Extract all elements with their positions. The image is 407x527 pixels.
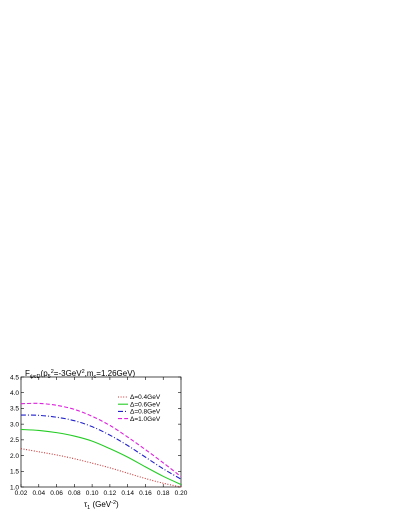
title-tail: =1.26GeV) bbox=[96, 369, 135, 378]
title-mid-sup: 2 bbox=[82, 369, 85, 375]
y-tick-label: 1.5 bbox=[10, 469, 19, 476]
series-line-3 bbox=[20, 402, 182, 478]
xlabel-base: τ bbox=[84, 500, 88, 509]
title-base: F bbox=[25, 369, 30, 378]
title-p-sup: 2 bbox=[51, 369, 54, 375]
y-tick-label: 3.0 bbox=[10, 421, 19, 428]
x-tick-label: 0.20 bbox=[175, 490, 188, 497]
x-axis-label: τ1 (GeV-2) bbox=[84, 500, 119, 511]
x-tick-label: 0.04 bbox=[32, 490, 45, 497]
y-tick-label: 2.0 bbox=[10, 453, 19, 460]
x-tick-label: 0.16 bbox=[139, 490, 152, 497]
title-comma: ,m bbox=[85, 369, 94, 378]
x-tick-label: 0.12 bbox=[104, 490, 117, 497]
axis-ticks: 0.02 0.04 0.06 0.08 0.10 0.12 0.14 0.16 0.18 0.20… bbox=[10, 374, 188, 497]
title-mid: =-3GeV bbox=[54, 369, 82, 378]
xlabel-sub: 1 bbox=[87, 505, 90, 511]
series-line-2 bbox=[20, 414, 182, 480]
x-tick-label: 0.02 bbox=[15, 490, 28, 497]
chart-title: FψcD(p52=-3GeV2,mc=1.26GeV) bbox=[25, 369, 136, 380]
y-tick-label: 4.5 bbox=[10, 374, 19, 381]
x-tick-label: 0.14 bbox=[121, 490, 134, 497]
x-tick-label: 0.08 bbox=[68, 490, 81, 497]
x-tick-label: 0.06 bbox=[50, 490, 63, 497]
x-tick-label: 0.10 bbox=[86, 490, 99, 497]
series-lines bbox=[20, 402, 182, 488]
plot-frame bbox=[20, 376, 182, 488]
xlabel-unit-sup: -2 bbox=[111, 500, 116, 506]
series-line-1 bbox=[20, 428, 182, 485]
y-tick-label: 3.5 bbox=[10, 406, 19, 413]
legend-label-2: Δ=0.8GeV bbox=[130, 409, 161, 416]
y-tick-label: 4.0 bbox=[10, 390, 19, 397]
title-text: FψcD(p52=-3GeV2,mc=1.26GeV) bbox=[25, 369, 136, 380]
xlabel-unit-open: (GeV bbox=[90, 500, 112, 509]
x-axis-label-text: τ1 (GeV-2) bbox=[84, 500, 119, 511]
y-tick-label: 1.0 bbox=[10, 484, 19, 491]
series-line-0 bbox=[20, 448, 182, 488]
x-tick-label: 0.18 bbox=[157, 490, 170, 497]
xlabel-unit-close: ) bbox=[116, 500, 119, 509]
y-tick-label: 2.5 bbox=[10, 437, 19, 444]
legend-label-3: Δ=1.0GeV bbox=[130, 416, 161, 423]
legend-label-1: Δ=0.6GeV bbox=[130, 401, 161, 408]
title-open: (p bbox=[41, 369, 49, 378]
legend-label-0: Δ=0.4GeV bbox=[130, 394, 161, 401]
